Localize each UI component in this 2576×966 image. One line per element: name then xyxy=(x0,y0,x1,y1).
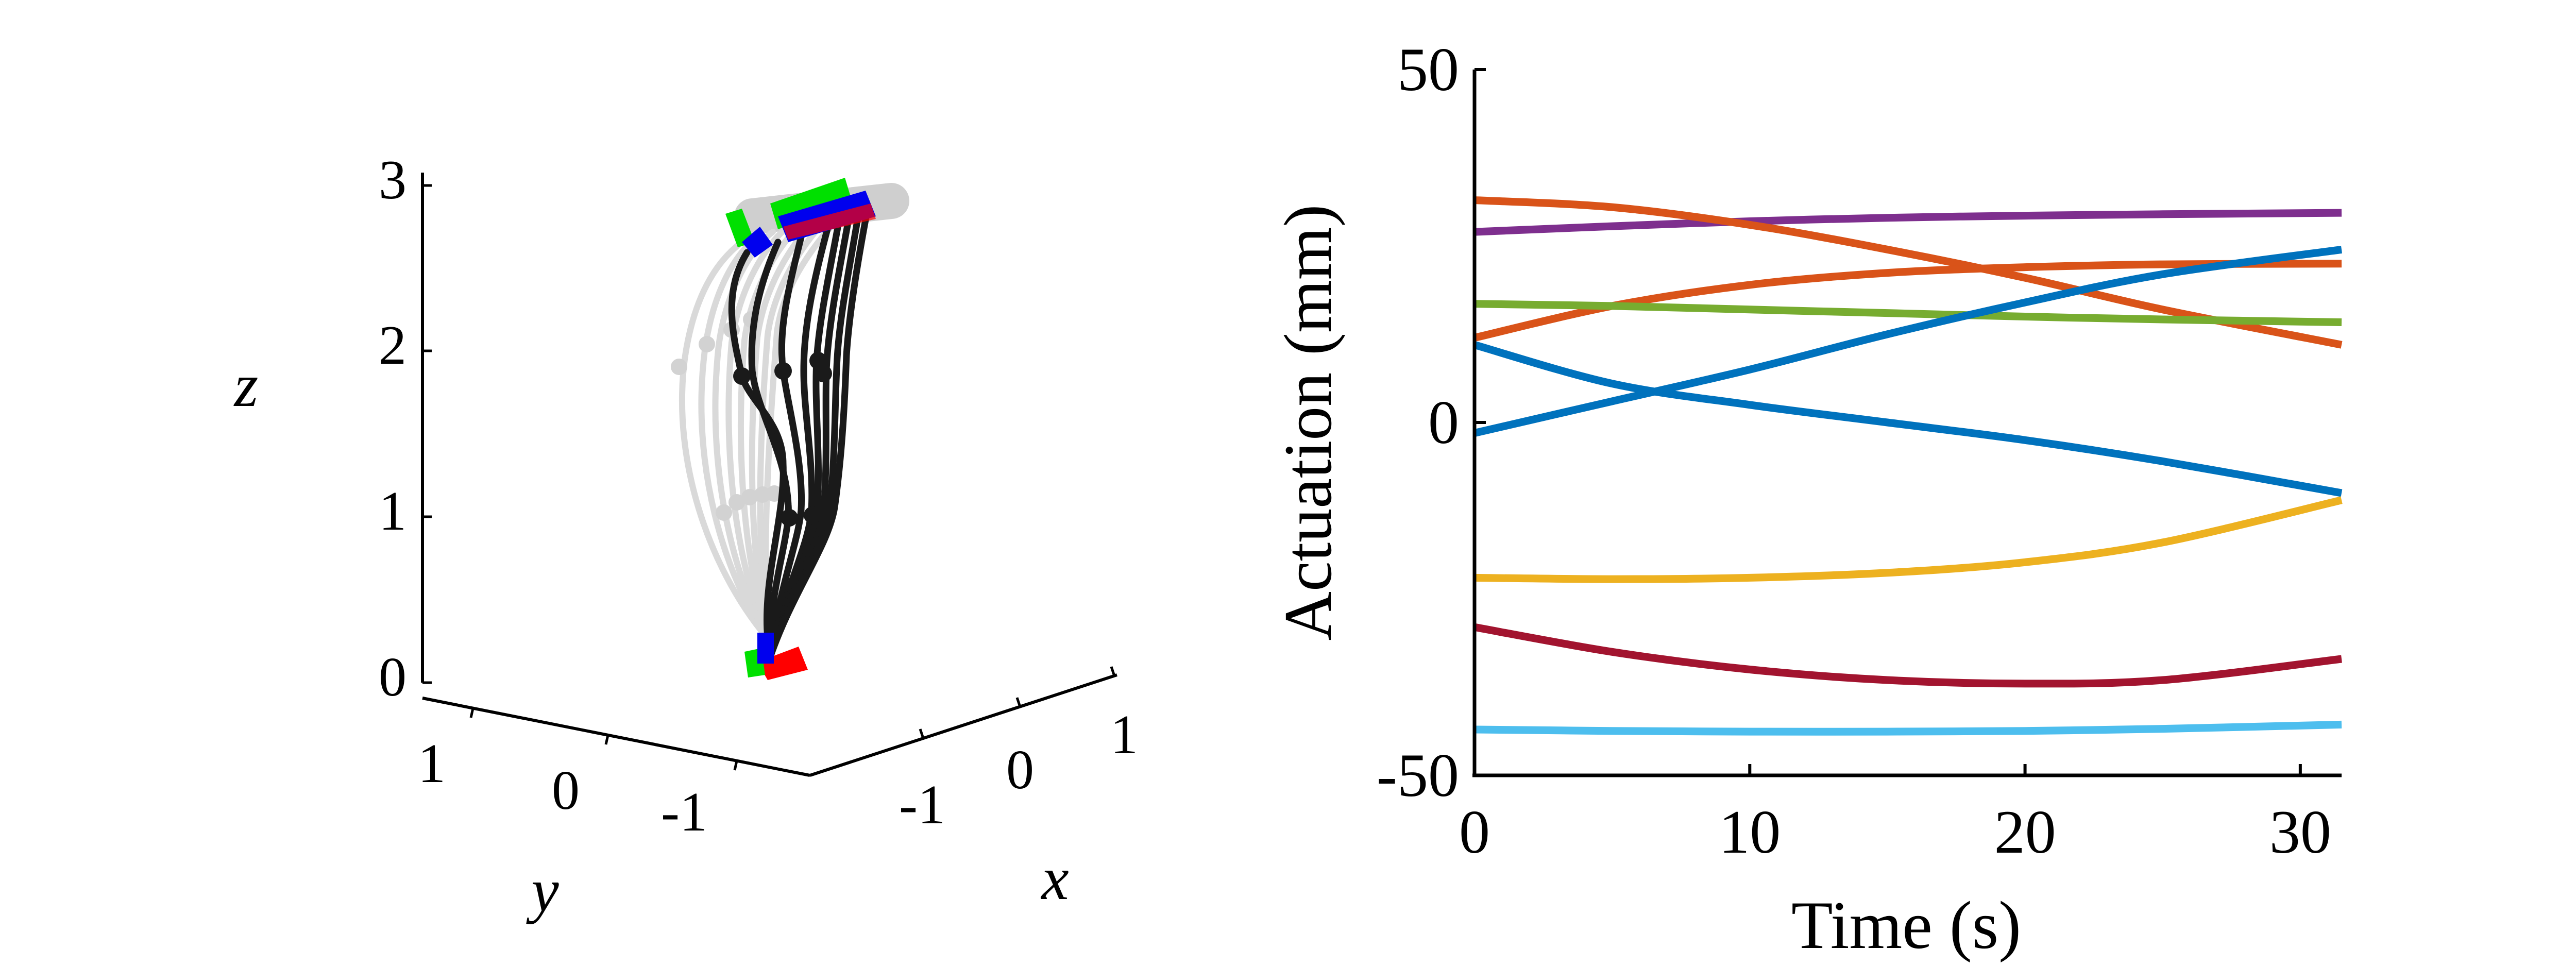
series-line-5 xyxy=(1473,245,2343,437)
series-line-2 xyxy=(1474,196,2343,349)
x-tick-neg1: -1 xyxy=(899,774,945,836)
x-tick-label: 30 xyxy=(2269,798,2331,866)
y-tick-1: 1 xyxy=(418,733,446,794)
tip-frames xyxy=(725,178,876,258)
y-tick-label: -50 xyxy=(1377,741,1459,809)
z-axis: 0 1 2 3 z xyxy=(233,149,432,708)
series-line-4 xyxy=(1474,300,2342,326)
series-lines xyxy=(1473,196,2343,736)
y-tick-neg1: -1 xyxy=(661,782,707,843)
y-axis-label: Actuation (mm) xyxy=(1270,205,1346,641)
y-axis: 1 0 -1 y xyxy=(418,697,810,924)
x-tick-label: 10 xyxy=(1719,798,1781,866)
y-axis-label: y xyxy=(526,856,559,924)
x-axis: -1 0 1 x xyxy=(809,666,1138,912)
series-line-8 xyxy=(1473,623,2342,688)
z-axis-label: z xyxy=(233,351,259,419)
series-line-6 xyxy=(1473,341,2343,497)
x-tick-label: 0 xyxy=(1459,798,1490,866)
series-line-7 xyxy=(1474,496,2343,583)
x-ticks: 0 10 20 30 xyxy=(1459,764,2331,866)
y-axis: -50 0 50 xyxy=(1377,35,1486,809)
series-line-1 xyxy=(1474,209,2342,236)
base-frame xyxy=(744,633,808,680)
robot-3d-plot: 0 1 2 3 z 1 0 -1 y -1 0 1 x xyxy=(233,149,1138,924)
x-tick-label: 20 xyxy=(1994,798,2056,866)
y-ticks: -50 0 50 xyxy=(1377,35,1486,809)
y-tick-label: 50 xyxy=(1397,35,1459,104)
x-tick-0: 0 xyxy=(1006,739,1034,801)
y-tick-label: 0 xyxy=(1428,388,1459,456)
z-tick-2: 2 xyxy=(379,315,406,376)
z-tick-3: 3 xyxy=(379,149,406,211)
x-axis-label: x xyxy=(1040,844,1069,912)
robot-rods xyxy=(728,202,872,660)
x-tick-1: 1 xyxy=(1110,704,1138,766)
x-axis-label: Time (s) xyxy=(1791,887,2021,963)
x-axis: 0 10 20 30 xyxy=(1459,764,2342,866)
z-tick-0: 0 xyxy=(379,647,406,708)
series-line-9 xyxy=(1474,720,2342,736)
y-tick-0: 0 xyxy=(552,760,580,821)
z-tick-1: 1 xyxy=(379,481,406,542)
